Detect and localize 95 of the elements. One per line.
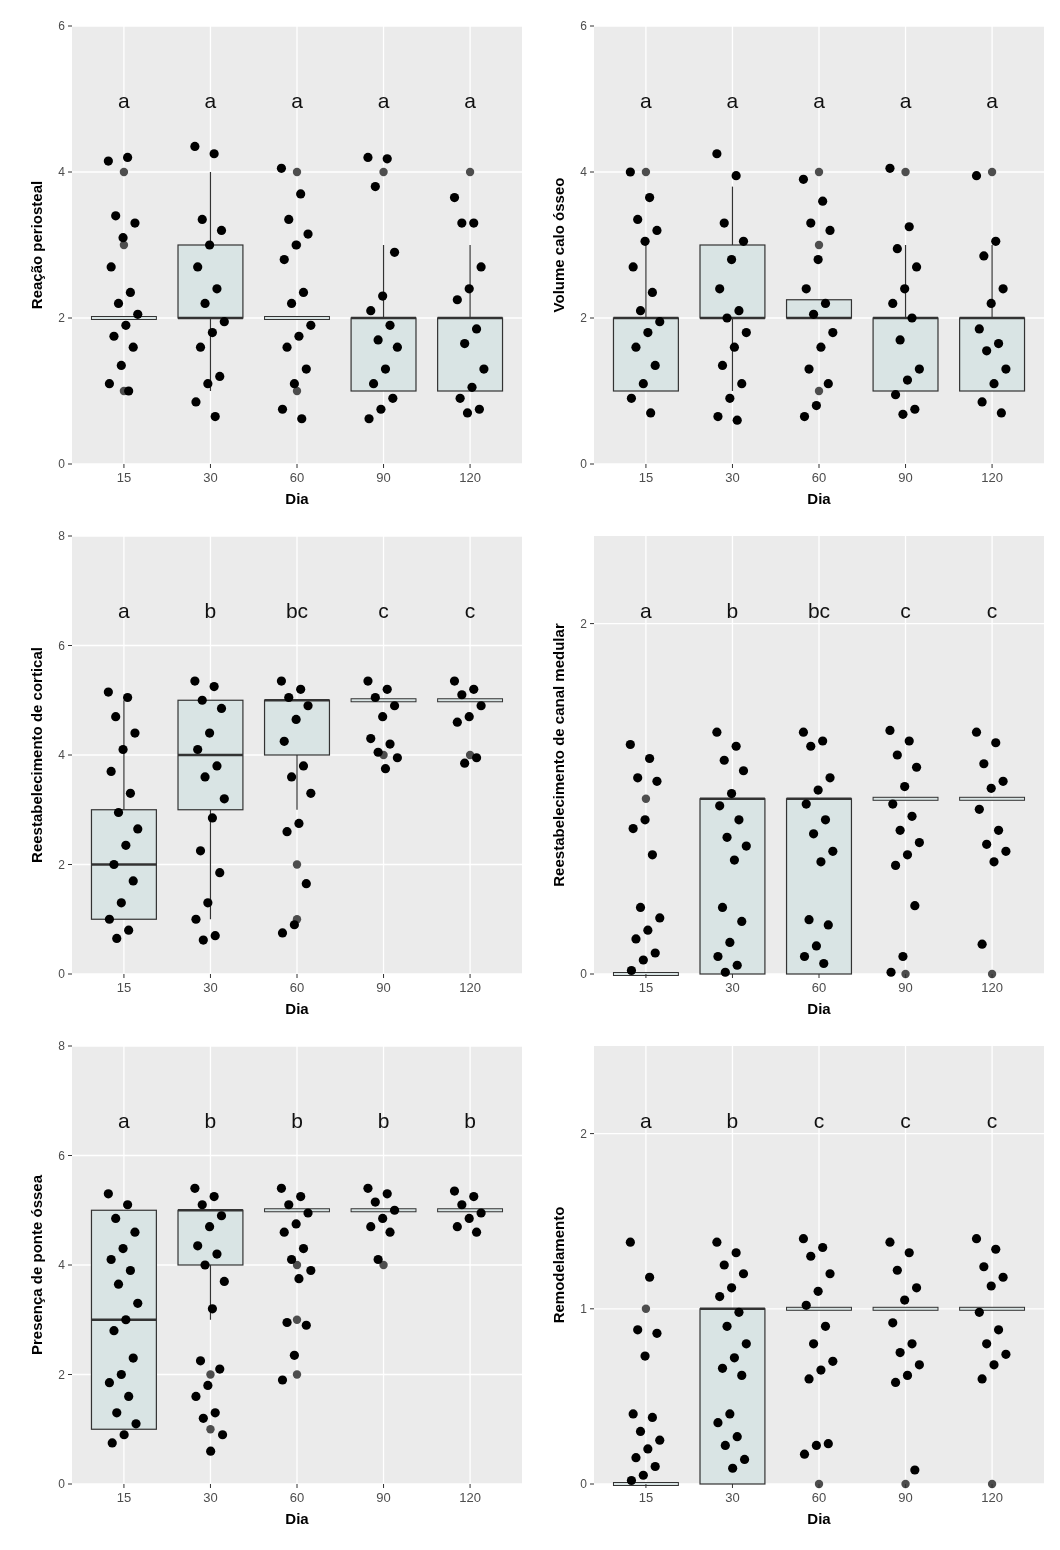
annotation: a bbox=[640, 1108, 653, 1132]
x-tick-label: 120 bbox=[459, 470, 481, 485]
annotation: bc bbox=[285, 598, 309, 622]
y-tick-label: 6 bbox=[58, 1148, 66, 1163]
annotation: c bbox=[900, 598, 911, 622]
y-tick-label: 2 bbox=[58, 857, 66, 872]
annotation: a bbox=[118, 598, 131, 622]
annotation: c bbox=[986, 1108, 998, 1132]
y-axis-title: Reestabelecimento de cortical bbox=[28, 647, 45, 863]
y-axis-title: Remodelamento bbox=[550, 1206, 567, 1324]
x-tick-label: 90 bbox=[898, 1490, 913, 1505]
y-tick-label: 4 bbox=[580, 165, 588, 180]
x-tick-label: 90 bbox=[376, 470, 391, 485]
x-tick-label: 15 bbox=[116, 980, 132, 995]
x-tick-label: 90 bbox=[898, 470, 913, 485]
x-axis-title: Dia bbox=[285, 1000, 310, 1017]
x-tick-label: 60 bbox=[289, 980, 305, 995]
x-tick-label: 30 bbox=[725, 980, 740, 995]
annotation: a bbox=[204, 88, 217, 112]
annotation: a bbox=[899, 88, 912, 112]
y-tick-label: 2 bbox=[58, 311, 66, 326]
annotation: c bbox=[378, 598, 389, 622]
x-tick-label: 30 bbox=[203, 980, 218, 995]
annotation: b bbox=[291, 1108, 303, 1132]
annotation: a bbox=[813, 88, 826, 112]
x-tick-label: 90 bbox=[376, 1490, 391, 1505]
y-tick-label: 2 bbox=[580, 311, 588, 326]
annotation: c bbox=[464, 598, 476, 622]
annotation: c bbox=[813, 1108, 825, 1132]
annotation: a bbox=[377, 88, 390, 112]
y-tick-label: 0 bbox=[580, 1477, 588, 1492]
y-tick-label: 8 bbox=[58, 529, 66, 544]
y-tick-label: 0 bbox=[580, 457, 588, 472]
x-tick-label: 60 bbox=[289, 1490, 305, 1505]
annotation: a bbox=[640, 88, 653, 112]
x-tick-label: 30 bbox=[725, 1490, 740, 1505]
x-tick-label: 120 bbox=[459, 980, 481, 995]
annotation: a bbox=[726, 88, 739, 112]
y-axis-title: Presença de ponte óssea bbox=[28, 1174, 45, 1356]
annotation: b bbox=[464, 1108, 476, 1132]
x-tick-label: 15 bbox=[638, 470, 654, 485]
y-tick-label: 2 bbox=[580, 1126, 588, 1141]
x-axis-title: Dia bbox=[285, 1510, 310, 1527]
y-axis-title: Volume calo ósseo bbox=[550, 177, 567, 313]
x-tick-label: 30 bbox=[203, 470, 218, 485]
x-tick-label: 15 bbox=[116, 470, 132, 485]
annotation: b bbox=[204, 1108, 217, 1132]
annotation: c bbox=[986, 598, 998, 622]
x-tick-label: 60 bbox=[811, 1490, 827, 1505]
y-tick-label: 6 bbox=[580, 19, 588, 34]
y-tick-label: 6 bbox=[58, 638, 66, 653]
x-tick-label: 120 bbox=[981, 470, 1003, 485]
x-axis-title: Dia bbox=[285, 490, 310, 507]
x-tick-label: 60 bbox=[289, 470, 305, 485]
x-tick-label: 15 bbox=[638, 1490, 654, 1505]
x-tick-label: 15 bbox=[638, 980, 654, 995]
x-tick-label: 120 bbox=[981, 980, 1003, 995]
x-axis-title: Dia bbox=[807, 1000, 832, 1017]
annotation: a bbox=[118, 1108, 131, 1132]
x-tick-label: 30 bbox=[725, 470, 740, 485]
y-tick-label: 0 bbox=[58, 457, 66, 472]
annotation: b bbox=[726, 598, 739, 622]
x-tick-label: 15 bbox=[116, 1490, 132, 1505]
x-axis-title: Dia bbox=[807, 490, 832, 507]
annotation: a bbox=[640, 598, 653, 622]
x-axis-title: Dia bbox=[807, 1510, 832, 1527]
y-tick-label: 2 bbox=[58, 1367, 66, 1382]
y-tick-label: 4 bbox=[58, 165, 66, 180]
y-axis-title: Reação periosteal bbox=[28, 180, 45, 310]
annotation: c bbox=[900, 1108, 911, 1132]
annotation: b bbox=[377, 1108, 390, 1132]
x-tick-label: 120 bbox=[981, 1490, 1003, 1505]
y-tick-label: 2 bbox=[580, 616, 588, 631]
y-tick-label: 1 bbox=[580, 1302, 588, 1316]
y-tick-label: 0 bbox=[580, 967, 588, 982]
x-tick-label: 120 bbox=[459, 1490, 481, 1505]
annotation: bc bbox=[807, 598, 831, 622]
y-tick-label: 4 bbox=[58, 1258, 66, 1273]
annotation: a bbox=[291, 88, 304, 112]
y-axis-title: Reestabelecimento de canal medular bbox=[550, 623, 567, 887]
x-tick-label: 90 bbox=[376, 980, 391, 995]
annotation: a bbox=[464, 88, 477, 112]
y-tick-label: 6 bbox=[58, 19, 66, 34]
annotation: a bbox=[118, 88, 131, 112]
y-tick-label: 4 bbox=[58, 748, 66, 763]
y-tick-label: 8 bbox=[58, 1039, 66, 1054]
x-tick-label: 90 bbox=[898, 980, 913, 995]
y-tick-label: 0 bbox=[58, 1477, 66, 1492]
annotation: a bbox=[986, 88, 999, 112]
x-tick-label: 60 bbox=[811, 470, 827, 485]
annotation: b bbox=[726, 1108, 739, 1132]
x-tick-label: 30 bbox=[203, 1490, 218, 1505]
y-tick-label: 0 bbox=[58, 967, 66, 982]
x-tick-label: 60 bbox=[811, 980, 827, 995]
annotation: b bbox=[204, 598, 217, 622]
